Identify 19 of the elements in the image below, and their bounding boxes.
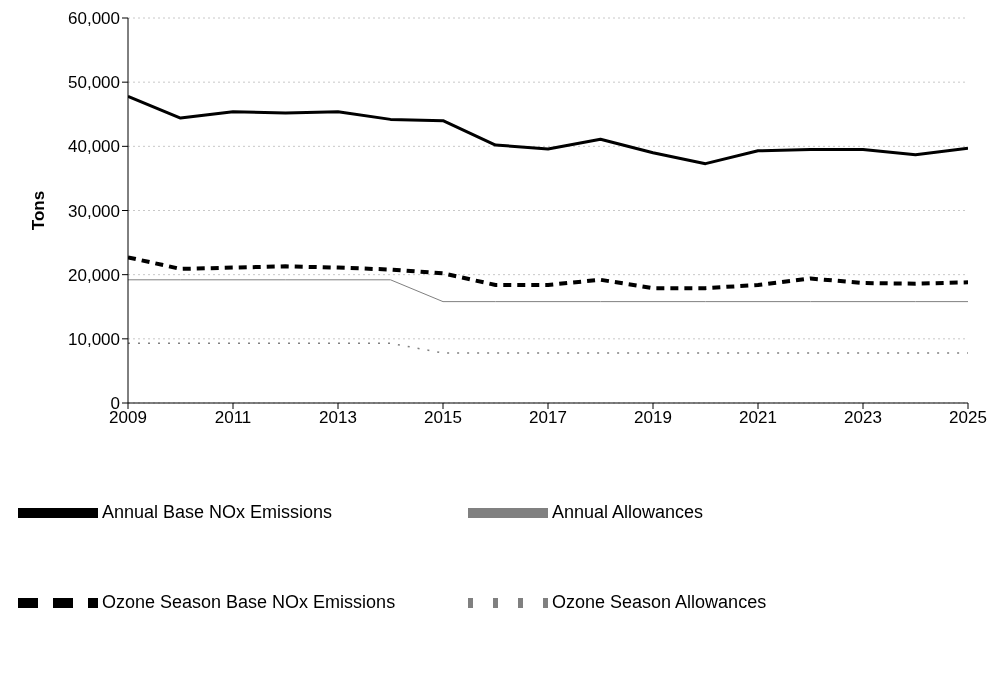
legend-label: Annual Allowances [552, 501, 704, 522]
legend-label: Ozone Season Base NOx Emissions [102, 591, 396, 612]
y-axis-title: Tons [29, 190, 49, 231]
x-tick-label: 2019 [634, 408, 672, 428]
y-tick-label: 30,000 [68, 201, 120, 221]
x-tick-label: 2025 [949, 408, 987, 428]
y-tick-label: 20,000 [68, 265, 120, 285]
y-tick-label: 40,000 [68, 137, 120, 157]
y-tick-label: 60,000 [68, 9, 120, 29]
x-tick-label: 2011 [214, 408, 252, 428]
x-tick-label: 2013 [319, 408, 357, 428]
x-tick-label: 2015 [424, 408, 462, 428]
x-tick-label: 2023 [844, 408, 882, 428]
x-tick-label: 2021 [739, 408, 777, 428]
y-tick-label: 10,000 [68, 329, 120, 349]
y-tick-label: 50,000 [68, 73, 120, 93]
legend-label: Annual Base NOx Emissions [102, 501, 333, 522]
x-tick-label: 2017 [529, 408, 567, 428]
legend-label: Ozone Season Allowances [552, 591, 767, 612]
